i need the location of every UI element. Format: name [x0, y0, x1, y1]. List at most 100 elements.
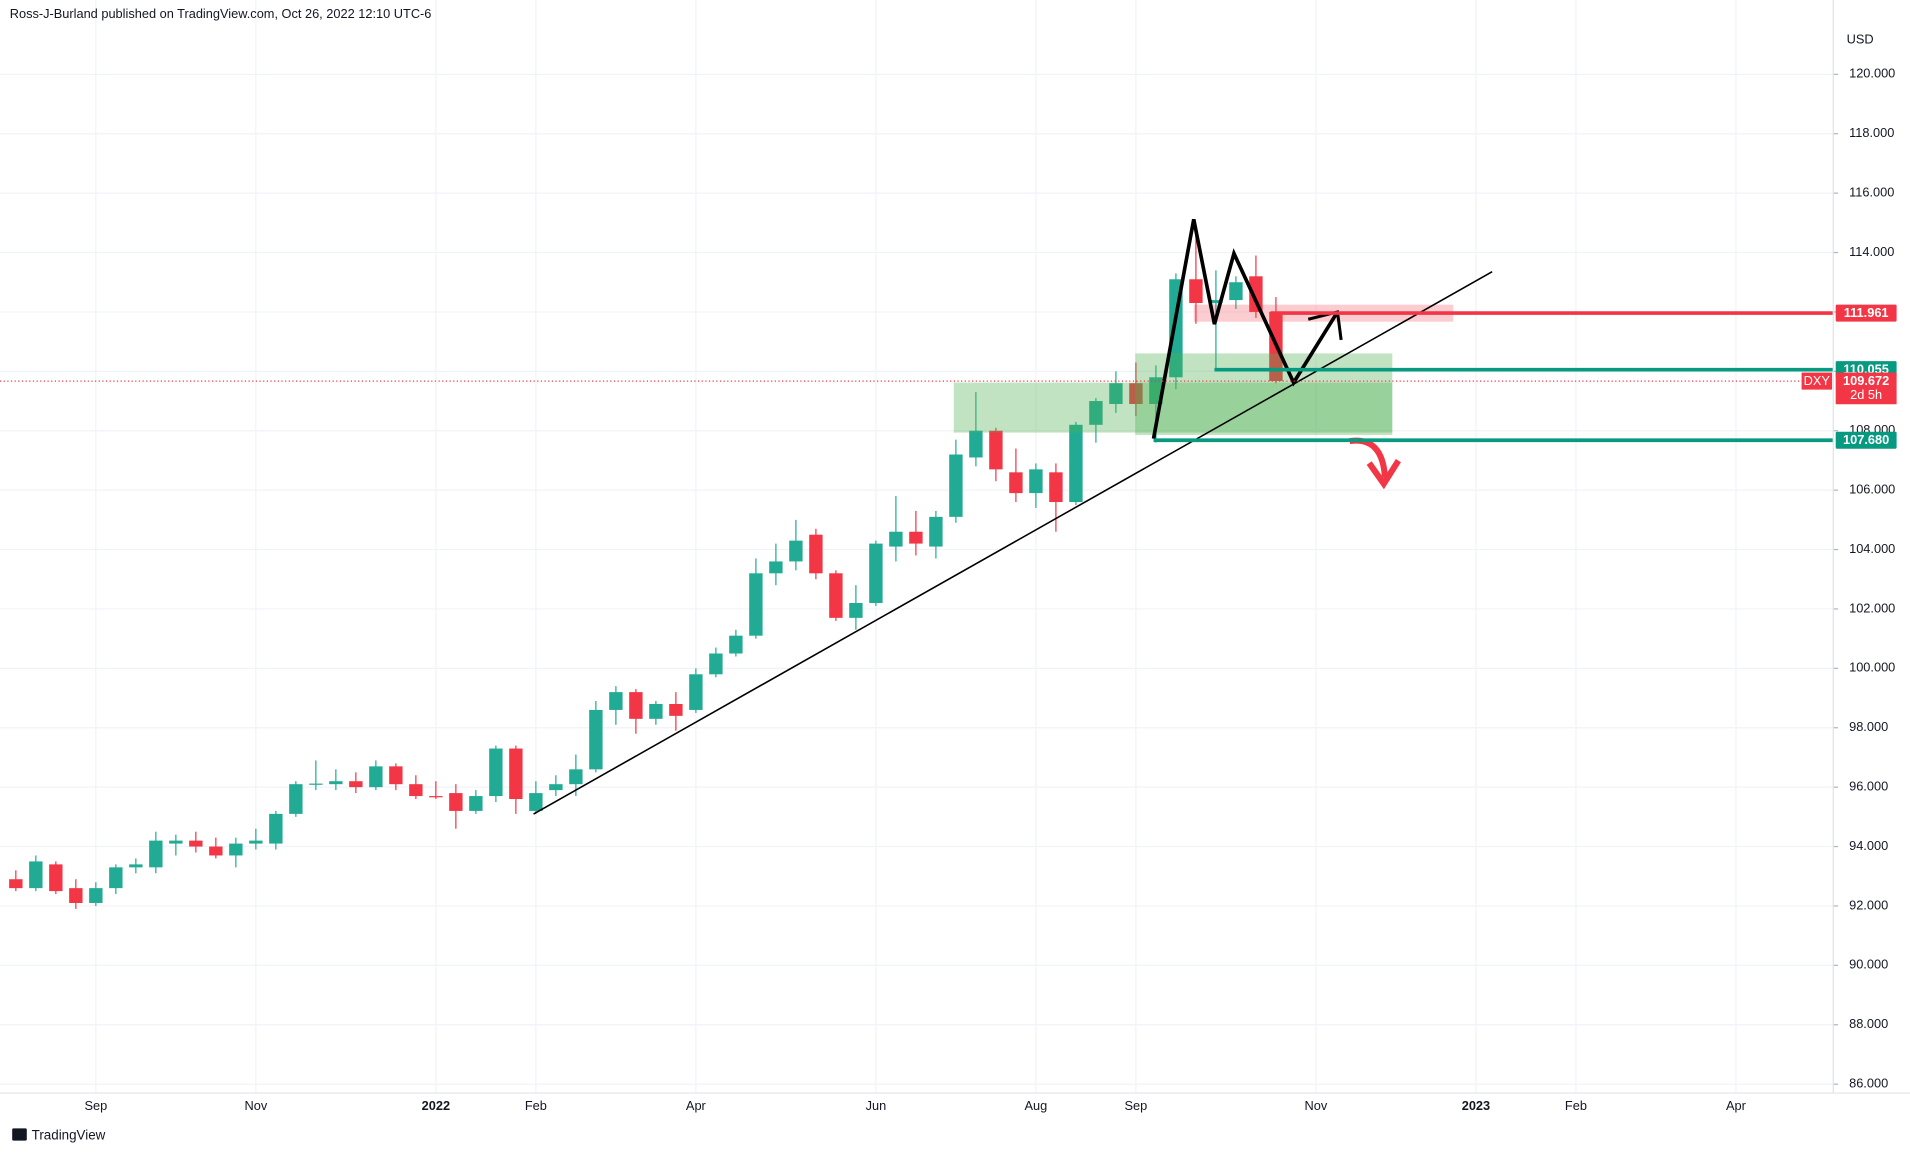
candle-body: [249, 840, 263, 844]
candle-body: [589, 709, 603, 770]
candle-body: [849, 603, 863, 618]
x-tick-label: 2023: [1462, 1098, 1490, 1113]
candle-body: [489, 748, 503, 797]
x-tick-label: Nov: [1305, 1098, 1328, 1113]
candle-body: [1089, 401, 1103, 425]
candle-body: [629, 692, 643, 719]
candle-body: [909, 531, 923, 544]
x-tick-label: Feb: [1565, 1098, 1587, 1113]
candle-body: [569, 769, 583, 785]
candle-body: [389, 766, 403, 785]
y-tick-label: 100.000: [1849, 660, 1895, 675]
symbol-label: DXY: [1804, 373, 1831, 388]
x-tick-label: Aug: [1025, 1098, 1048, 1113]
candle-body: [1209, 300, 1223, 304]
candle-body: [969, 430, 983, 458]
candle-body: [1009, 472, 1023, 494]
candle-body: [29, 861, 43, 889]
y-tick-label: 120.000: [1849, 66, 1895, 81]
candle-body: [1129, 383, 1143, 405]
x-tick-label: Jun: [866, 1098, 887, 1113]
last-price-box: [1835, 372, 1897, 405]
level-label-box: [1835, 304, 1897, 322]
candle-body: [209, 846, 223, 856]
header: Ross-J-Burland published on TradingView.…: [10, 6, 432, 21]
candle-body: [189, 840, 203, 847]
symbol-box: [1801, 372, 1833, 390]
candle-body: [429, 796, 443, 798]
candle-body: [9, 879, 23, 889]
candle-body: [769, 561, 783, 574]
candle-body: [89, 888, 103, 903]
candle-body: [609, 692, 623, 710]
candle-body: [869, 543, 883, 604]
x-tick-label: Sep: [1125, 1098, 1148, 1113]
y-tick-label: 114.000: [1849, 244, 1894, 259]
candle-body: [509, 748, 523, 800]
candle-body: [229, 843, 243, 856]
y-tick-label: 92.000: [1849, 897, 1888, 912]
axes: 86.000 88.000 90.000 92.000 94.000 96.000 98.0…: [0, 66, 1897, 1113]
brand-text: TradingView: [32, 1127, 106, 1142]
candle-body: [1229, 282, 1243, 301]
candle-body: [809, 534, 823, 574]
candle-body: [949, 454, 963, 517]
candle-body: [1029, 469, 1043, 494]
x-tick-label: Apr: [1726, 1098, 1747, 1113]
candle-body: [289, 784, 303, 814]
candle-body: [409, 784, 423, 797]
y-tick-label: 116.000: [1849, 185, 1894, 200]
x-tick-label: Sep: [84, 1098, 107, 1113]
axis-unit: USD: [1847, 32, 1874, 47]
candle-body: [669, 703, 683, 716]
candle-body: [689, 674, 703, 710]
candles: [9, 228, 1283, 909]
candle-body: [1069, 424, 1083, 503]
candle-body: [889, 531, 903, 547]
candle-body: [1049, 472, 1063, 503]
candle-body: [529, 793, 543, 811]
candle-body: [69, 888, 83, 903]
y-tick-label: 96.000: [1849, 779, 1888, 794]
candle-body: [109, 867, 123, 889]
candle-body: [169, 840, 183, 844]
y-tick-label: 86.000: [1849, 1076, 1888, 1091]
candle-body: [449, 793, 463, 811]
candle-body: [929, 516, 943, 547]
y-tick-label: 104.000: [1849, 541, 1895, 556]
candle-body: [329, 781, 343, 785]
down-arrow-head: [1366, 458, 1401, 490]
y-tick-label: 98.000: [1849, 719, 1888, 734]
candle-body: [129, 864, 143, 868]
countdown-label: 2d 5h: [1850, 387, 1882, 402]
y-tick-label: 106.000: [1849, 482, 1895, 497]
candle-body: [469, 796, 483, 811]
last-price-label: 109.672: [1843, 373, 1889, 388]
candle-body: [749, 573, 763, 636]
candle-body: [1249, 276, 1263, 312]
level-label: 107.680: [1843, 432, 1889, 447]
y-tick-label: 88.000: [1849, 1016, 1888, 1031]
candle-body: [309, 783, 323, 785]
candle-body: [549, 784, 563, 791]
level-label: 111.961: [1844, 305, 1889, 320]
y-tick-label: 118.000: [1849, 125, 1894, 140]
candle-body: [829, 573, 843, 618]
candle-body: [789, 540, 803, 562]
candle-body: [269, 813, 283, 844]
trendline: [533, 271, 1493, 815]
candle-body: [709, 653, 723, 675]
candle-body: [349, 781, 363, 788]
candle-body: [729, 635, 743, 654]
x-tick-label: Apr: [686, 1098, 707, 1113]
y-tick-label: 102.000: [1849, 600, 1895, 615]
candle-body: [149, 840, 163, 868]
x-tick-label: Nov: [244, 1098, 267, 1113]
y-tick-label: 94.000: [1849, 838, 1888, 853]
candle-body: [1189, 279, 1203, 304]
candle-body: [369, 766, 383, 788]
y-tick-label: 90.000: [1849, 957, 1888, 972]
